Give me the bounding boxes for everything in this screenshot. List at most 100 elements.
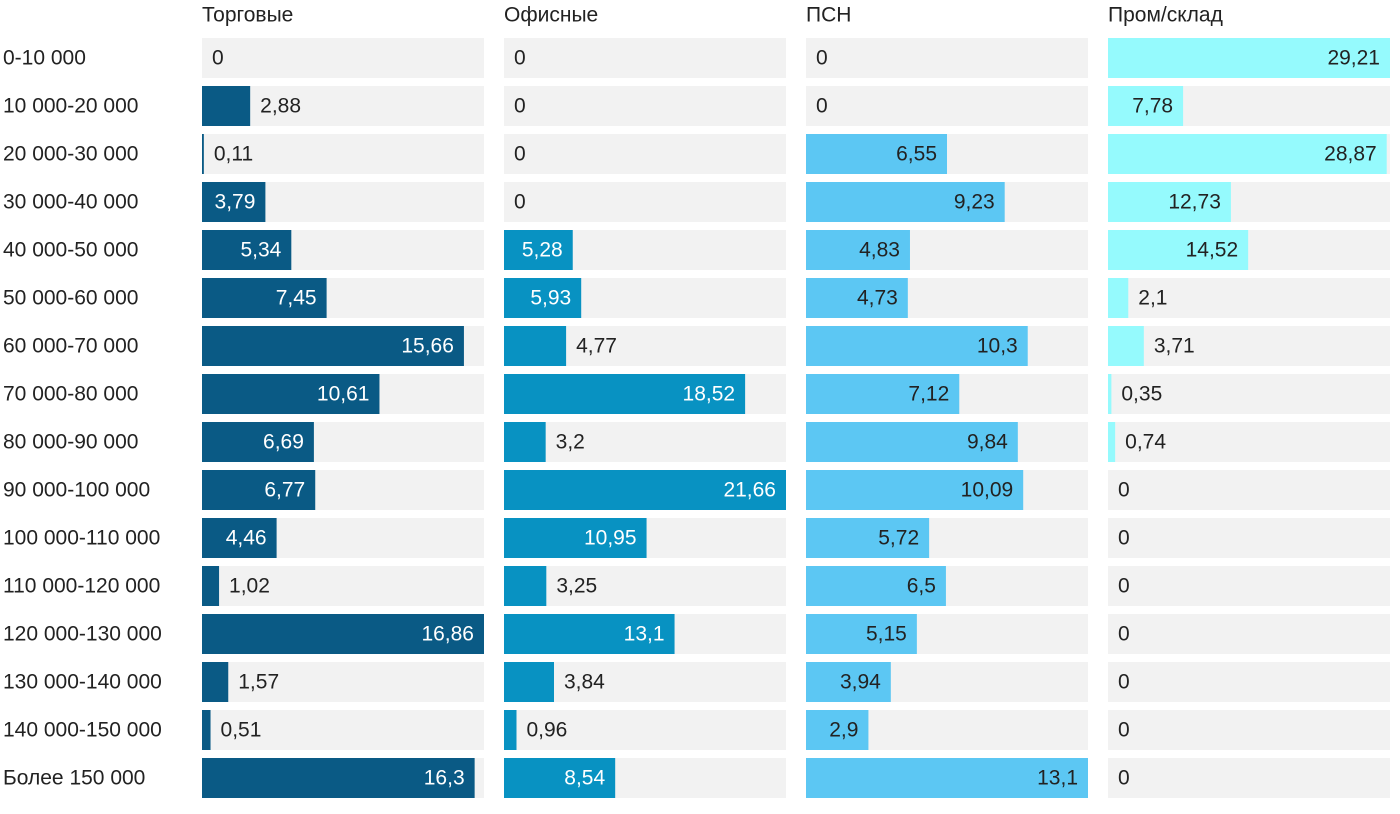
bar: [202, 326, 464, 366]
bar: [806, 374, 960, 414]
value-label: 0: [1118, 575, 1130, 598]
value-label: 16,86: [421, 623, 474, 646]
value-label: 2,9: [829, 719, 858, 742]
value-label: 9,23: [954, 191, 995, 214]
value-label: 7,12: [908, 383, 949, 406]
value-label: 10,95: [584, 527, 637, 550]
row-label: 100 000-110 000: [3, 527, 160, 550]
value-label: 15,66: [401, 335, 454, 358]
bar-background: [1108, 710, 1390, 750]
value-label: 2,1: [1138, 287, 1167, 310]
value-label: 21,66: [723, 479, 776, 502]
bar: [806, 662, 891, 702]
value-label: 29,21: [1327, 47, 1380, 70]
bar: [806, 182, 1005, 222]
value-label: 6,77: [264, 479, 305, 502]
bar: [1108, 422, 1116, 462]
value-label: 0,74: [1125, 431, 1166, 454]
value-label: 4,46: [226, 527, 267, 550]
bar: [806, 278, 908, 318]
value-label: 0: [514, 95, 526, 118]
value-label: 0,51: [221, 719, 262, 742]
value-label: 6,69: [263, 431, 304, 454]
value-label: 0: [1118, 671, 1130, 694]
value-label: 13,1: [624, 623, 665, 646]
bar: [202, 230, 292, 270]
bar-background: [202, 566, 484, 606]
value-label: 0: [1118, 527, 1130, 550]
value-label: 0: [514, 143, 526, 166]
bar: [504, 614, 675, 654]
bar-background: [1108, 566, 1390, 606]
value-label: 1,02: [229, 575, 270, 598]
row-label: 60 000-70 000: [3, 335, 138, 358]
value-label: 1,57: [238, 671, 279, 694]
value-label: 0: [816, 95, 828, 118]
value-label: 28,87: [1324, 143, 1377, 166]
panel-title: Офисные: [504, 4, 598, 27]
row-label: Более 150 000: [3, 767, 145, 790]
row-label: 0-10 000: [3, 47, 86, 70]
bar: [202, 278, 327, 318]
value-label: 0: [514, 47, 526, 70]
value-label: 10,61: [317, 383, 370, 406]
value-label: 0,35: [1121, 383, 1162, 406]
bar: [806, 614, 917, 654]
value-label: 13,1: [1037, 767, 1078, 790]
value-label: 0,96: [526, 719, 567, 742]
value-label: 3,71: [1154, 335, 1195, 358]
bar: [202, 182, 266, 222]
bar-background: [806, 38, 1088, 78]
bar: [504, 662, 554, 702]
bar: [806, 470, 1024, 510]
panel-title: Торговые: [202, 4, 293, 27]
bar-background: [1108, 374, 1390, 414]
bar-background: [1108, 518, 1390, 558]
value-label: 0,11: [214, 143, 253, 166]
value-label: 0: [1118, 479, 1130, 502]
row-label: 140 000-150 000: [3, 719, 162, 742]
value-label: 6,55: [896, 143, 937, 166]
row-label: 110 000-120 000: [3, 575, 160, 598]
value-label: 12,73: [1168, 191, 1221, 214]
value-label: 16,3: [424, 767, 465, 790]
bar-background: [1108, 422, 1390, 462]
value-label: 10,09: [961, 479, 1014, 502]
panel-title: Пром/склад: [1108, 4, 1223, 27]
bar: [806, 566, 946, 606]
bar: [504, 518, 647, 558]
value-label: 14,52: [1186, 239, 1239, 262]
row-label: 40 000-50 000: [3, 239, 138, 262]
bar: [1108, 134, 1387, 174]
bar: [806, 230, 910, 270]
value-label: 5,93: [530, 287, 571, 310]
value-label: 3,79: [215, 191, 256, 214]
bar: [504, 230, 573, 270]
value-label: 18,52: [683, 383, 736, 406]
bar: [504, 470, 786, 510]
bar: [1108, 326, 1144, 366]
bar: [202, 566, 220, 606]
value-label: 3,25: [556, 575, 597, 598]
bar: [202, 86, 251, 126]
value-label: 0: [1118, 623, 1130, 646]
row-label: 130 000-140 000: [3, 671, 162, 694]
value-label: 7,78: [1132, 95, 1173, 118]
row-label: 80 000-90 000: [3, 431, 138, 454]
value-label: 5,34: [240, 239, 281, 262]
value-label: 10,3: [977, 335, 1018, 358]
bar-background: [806, 86, 1088, 126]
value-label: 9,84: [967, 431, 1008, 454]
bar: [1108, 182, 1231, 222]
value-label: 3,2: [556, 431, 585, 454]
bar: [806, 518, 930, 558]
value-label: 3,84: [564, 671, 605, 694]
bar: [202, 710, 211, 750]
bar: [1108, 38, 1390, 78]
bar: [1108, 374, 1112, 414]
bar-background: [1108, 614, 1390, 654]
bar-background: [202, 134, 484, 174]
value-label: 0: [212, 47, 224, 70]
bar-background: [202, 662, 484, 702]
